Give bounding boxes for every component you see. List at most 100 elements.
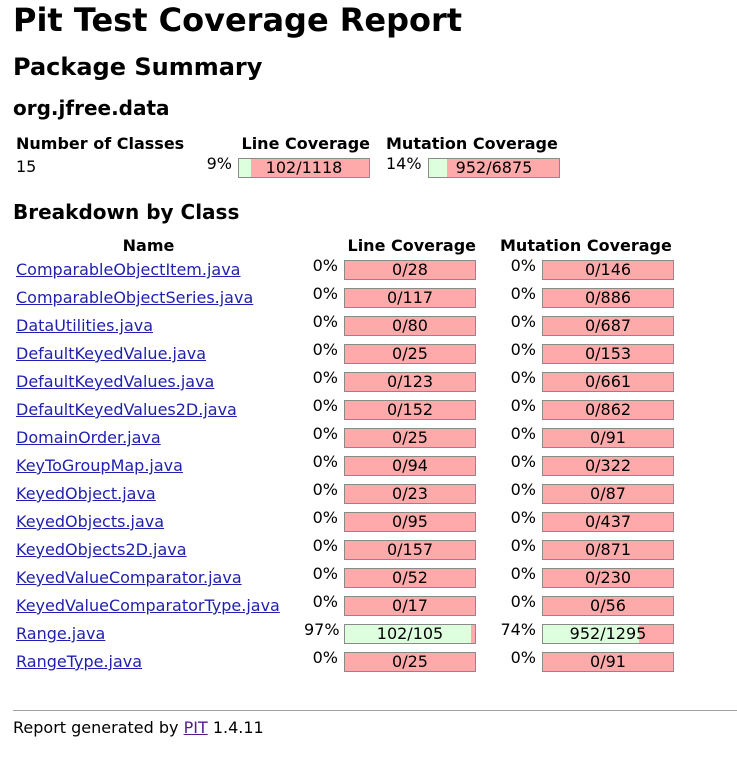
class-line-coverage: 0% 0/123 [281,369,500,397]
class-name-cell: Range.java [16,621,281,649]
table-row: Range.java 97% 102/105 74% 952/1295 [16,621,674,649]
class-line-coverage: 0% 0/25 [281,341,500,369]
package-summary-heading: Package Summary [13,53,263,81]
class-mutation-pct: 0% [510,536,536,555]
class-mutation-ratio: 0/886 [584,288,632,307]
class-line-ratio: 102/105 [376,624,444,643]
class-line-bar: 0/17 [344,596,476,616]
class-mutation-ratio: 0/87 [590,484,626,503]
breakdown-table: Name Line Coverage Mutation Coverage Com… [16,235,674,677]
class-mutation-ratio: 0/91 [590,652,626,671]
class-link[interactable]: Range.java [16,624,106,643]
class-link[interactable]: DefaultKeyedValues2D.java [16,400,237,419]
class-line-coverage: 0% 0/80 [281,313,500,341]
class-line-coverage: 0% 0/25 [281,425,500,453]
class-mutation-coverage: 0% 0/87 [500,481,674,509]
table-row: RangeType.java 0% 0/25 0% 0/91 [16,649,674,677]
header-line-coverage: Line Coverage [241,134,371,153]
class-mutation-ratio: 0/437 [584,512,632,531]
class-line-coverage: 0% 0/95 [281,509,500,537]
class-line-coverage: 0% 0/117 [281,285,500,313]
class-name-cell: DataUtilities.java [16,313,281,341]
class-mutation-coverage: 0% 0/56 [500,593,674,621]
class-line-coverage: 0% 0/25 [281,649,500,677]
class-mutation-coverage: 0% 0/661 [500,369,674,397]
class-line-bar: 0/157 [344,540,476,560]
class-link[interactable]: KeyedObject.java [16,484,156,503]
class-name-cell: KeyToGroupMap.java [16,453,281,481]
class-line-bar-fill [345,625,472,643]
class-name-cell: DefaultKeyedValues2D.java [16,397,281,425]
class-line-ratio: 0/123 [386,372,434,391]
class-mutation-ratio: 0/322 [584,456,632,475]
class-link[interactable]: ComparableObjectSeries.java [16,288,254,307]
class-line-bar: 0/52 [344,568,476,588]
class-mutation-pct: 0% [510,368,536,387]
class-line-pct: 0% [312,564,338,583]
class-link[interactable]: KeyToGroupMap.java [16,456,183,475]
class-name-cell: ComparableObjectSeries.java [16,285,281,313]
summary-line-ratio: 102/1118 [265,158,343,177]
class-name-cell: KeyedObject.java [16,481,281,509]
header-class-line-coverage: Line Coverage [347,236,477,255]
class-line-ratio: 0/95 [392,512,428,531]
table-row: ComparableObjectItem.java 0% 0/28 0% 0/1… [16,257,674,285]
class-line-ratio: 0/80 [392,316,428,335]
class-link[interactable]: DefaultKeyedValue.java [16,344,207,363]
class-line-pct: 0% [312,648,338,667]
class-line-ratio: 0/52 [392,568,428,587]
class-mutation-coverage: 0% 0/153 [500,341,674,369]
class-mutation-pct: 0% [510,564,536,583]
header-number-of-classes: Number of Classes [16,134,185,153]
class-mutation-pct: 0% [510,312,536,331]
class-link[interactable]: DefaultKeyedValues.java [16,372,215,391]
class-link[interactable]: ComparableObjectItem.java [16,260,241,279]
class-line-pct: 97% [304,620,340,639]
class-link[interactable]: DomainOrder.java [16,428,161,447]
breakdown-heading: Breakdown by Class [13,200,240,224]
class-name-cell: KeyedValueComparator.java [16,565,281,593]
class-link[interactable]: KeyedValueComparator.java [16,568,242,587]
class-line-pct: 0% [312,368,338,387]
class-mutation-ratio: 0/687 [584,316,632,335]
footer-divider [13,710,737,711]
class-line-ratio: 0/17 [392,596,428,615]
class-line-ratio: 0/157 [386,540,434,559]
class-line-bar: 0/94 [344,456,476,476]
class-link[interactable]: DataUtilities.java [16,316,154,335]
class-mutation-bar: 0/661 [542,372,674,392]
class-mutation-ratio: 0/153 [584,344,632,363]
class-mutation-bar: 952/1295 [542,624,674,644]
number-of-classes-value: 15 [16,157,37,176]
class-name-cell: DefaultKeyedValue.java [16,341,281,369]
header-class-mutation-coverage: Mutation Coverage [500,236,672,255]
class-mutation-bar: 0/91 [542,428,674,448]
class-line-ratio: 0/25 [392,344,428,363]
class-mutation-bar: 0/886 [542,288,674,308]
class-mutation-pct: 0% [510,592,536,611]
class-mutation-pct: 74% [500,620,536,639]
table-row: DataUtilities.java 0% 0/80 0% 0/687 [16,313,674,341]
pit-link[interactable]: PIT [183,718,208,737]
summary-mutation-ratio: 952/6875 [455,158,533,177]
class-link[interactable]: KeyedValueComparatorType.java [16,596,280,615]
class-mutation-pct: 0% [510,424,536,443]
class-mutation-bar: 0/322 [542,456,674,476]
class-link[interactable]: KeyedObjects2D.java [16,540,187,559]
class-mutation-bar: 0/687 [542,316,674,336]
class-mutation-coverage: 0% 0/437 [500,509,674,537]
class-line-bar: 0/95 [344,512,476,532]
class-link[interactable]: KeyedObjects.java [16,512,165,531]
class-mutation-pct: 0% [510,256,536,275]
class-mutation-ratio: 0/230 [584,568,632,587]
table-row: KeyedValueComparator.java 0% 0/52 0% 0/2… [16,565,674,593]
class-mutation-coverage: 0% 0/91 [500,649,674,677]
class-line-pct: 0% [312,592,338,611]
class-link[interactable]: RangeType.java [16,652,143,671]
table-row: DomainOrder.java 0% 0/25 0% 0/91 [16,425,674,453]
class-line-bar: 0/152 [344,400,476,420]
class-line-bar: 0/25 [344,428,476,448]
summary-line-pct: 9% [206,154,232,173]
class-mutation-coverage: 0% 0/871 [500,537,674,565]
summary-mutation-coverage: 14% 952/6875 [386,155,560,179]
